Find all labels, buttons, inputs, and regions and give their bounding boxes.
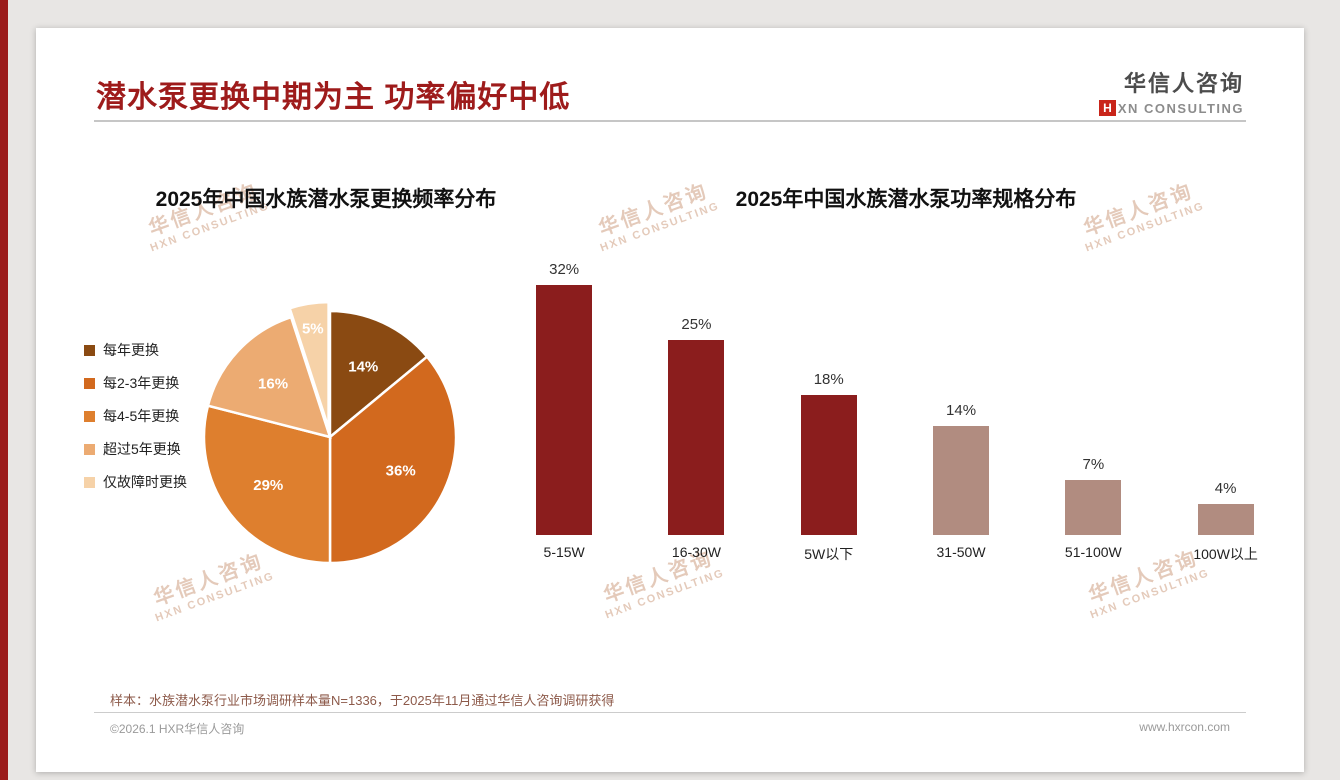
pie-slice-label: 16% [258,376,288,393]
footer-divider [94,712,1246,713]
bar-column: 4% 100W以上 [1159,480,1291,562]
legend-item: 每年更换 [84,340,187,360]
website-url: www.hxrcon.com [1139,720,1230,734]
pie-slice [202,404,332,565]
bar-category-label: 5-15W [543,544,585,560]
watermark-en: HXN CONSULTING [603,566,727,622]
bar-category-label: 31-50W [936,544,986,560]
page-title: 潜水泵更换中期为主 功率偏好中低 [96,81,571,114]
bar-column: 7% 51-100W [1027,456,1159,560]
slide-card: 华信人咨询 HXN CONSULTING 华信人咨询 HXN CONSULTIN… [36,28,1304,772]
watermark-en: HXN CONSULTING [1088,566,1212,622]
pie-chart-svg: 14% 36% 29% 16% 5% [202,300,458,565]
bar-chart-title: 2025年中国水族潜水泵功率规格分布 [735,188,1077,211]
legend-item: 每4-5年更换 [84,406,187,426]
pie-slice-label: 14% [348,358,378,375]
watermark: 华信人咨询 HXN CONSULTING [113,163,296,263]
bar-chart: 32% 5-15W 25% 16-30W 18% 5W以下 14% 31-50W 7% 51-10… [498,28,1292,562]
pie-slice [328,309,429,440]
bar-column: 25% 16-30W [630,316,762,560]
bar-rect [536,285,593,535]
pie-legend: 每年更换每2-3年更换 每4-5年更换 超过5年更换 仅故障时更换 [84,340,187,492]
sample-footnote: 样本：水族潜水泵行业市场调研样本量N=1336，于2025年11月通过华信人咨询… [110,693,615,708]
legend-swatch [84,344,95,356]
legend-swatch [84,410,95,422]
legend-swatch [84,443,95,455]
bar-rect [800,395,857,535]
bar-category-label: 5W以下 [804,546,854,562]
logo-english-line: H XN CONSULTING [1099,100,1244,116]
legend-item: 每2-3年更换 [84,373,187,393]
pie-slice [206,315,332,439]
copyright-text: ©2026.1 HXR华信人咨询 [110,722,245,736]
bar-rect [1065,480,1122,535]
bar-rect [1197,504,1254,535]
logo-company-name: 华信人咨询 [1123,71,1244,96]
legend-label: 仅故障时更换 [103,474,187,490]
bar-rect [933,426,990,535]
pie-slice [288,300,330,429]
pie-slice-label: 29% [253,477,283,494]
pie-slice [328,354,458,565]
bar-value-label: 4% [1214,480,1237,497]
legend-swatch [84,476,95,488]
legend-swatch [84,377,95,389]
legend-label: 每2-3年更换 [103,375,180,391]
legend-label: 每4-5年更换 [103,408,180,424]
header-divider [94,120,1246,122]
bar-column: 18% 5W以下 [763,371,895,562]
bar-value-label: 14% [946,402,977,419]
bar-value-label: 25% [681,316,712,333]
pie-slice-label: 36% [386,462,416,479]
legend-label: 超过5年更换 [103,441,181,457]
logo: 华信人咨询 H XN CONSULTING [1099,66,1244,116]
bar-category-label: 51-100W [1064,544,1122,560]
bar-column: 14% 31-50W [895,402,1027,560]
bar-category-label: 100W以上 [1193,546,1258,562]
bar-value-label: 7% [1082,456,1105,473]
legend-item: 超过5年更换 [84,439,187,459]
bar-value-label: 32% [549,261,580,278]
bar-column: 32% 5-15W [498,261,630,560]
logo-h-mark: H [1099,100,1116,116]
bar-rect [668,340,725,535]
legend-item: 仅故障时更换 [84,472,187,492]
bar-value-label: 18% [813,371,844,388]
legend-label: 每年更换 [103,342,159,358]
accent-left-strip [0,0,8,780]
pie-slice-label: 5% [302,321,324,338]
logo-consulting-text: XN CONSULTING [1117,100,1244,116]
pie-chart-title: 2025年中国水族潜水泵更换频率分布 [155,188,497,211]
bar-category-label: 16-30W [671,544,721,560]
